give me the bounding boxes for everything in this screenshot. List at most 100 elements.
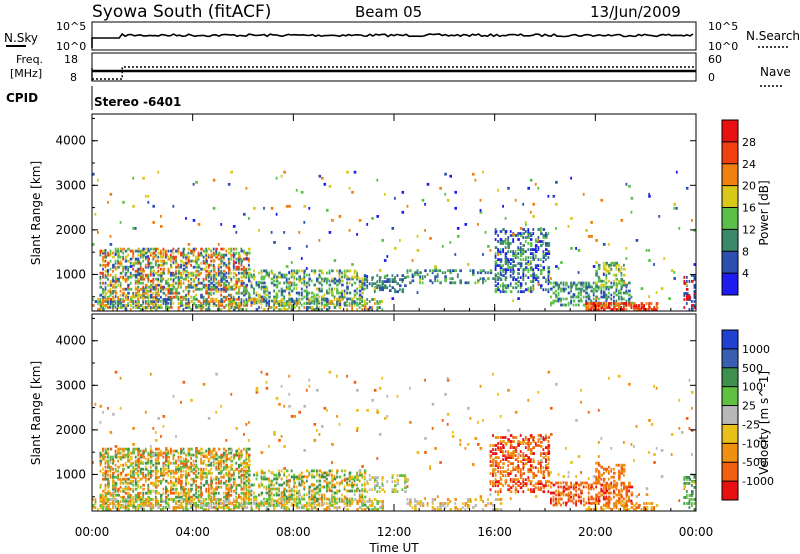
cell [288, 483, 291, 487]
cell [180, 279, 182, 283]
cell [109, 502, 112, 505]
cell [534, 274, 538, 277]
cell [170, 253, 172, 257]
cell [102, 489, 105, 493]
cell [509, 486, 513, 490]
cell [147, 302, 150, 305]
cell [502, 242, 504, 245]
cell [232, 498, 235, 501]
cell [328, 184, 332, 188]
cell [509, 284, 512, 288]
cell [295, 502, 299, 505]
cell [346, 297, 349, 301]
cell [373, 506, 376, 509]
cell [170, 255, 173, 259]
cell [502, 240, 505, 243]
cell [240, 257, 243, 261]
cell [232, 253, 236, 257]
cell [185, 506, 187, 509]
cell [117, 499, 119, 503]
cell [167, 285, 171, 289]
cell [351, 475, 353, 479]
cell [139, 253, 143, 257]
cell [454, 253, 457, 256]
cell [112, 289, 115, 293]
cell [623, 297, 625, 301]
cell [313, 269, 317, 273]
cell [268, 477, 270, 481]
cell [114, 463, 117, 467]
cell [225, 471, 228, 475]
cell [220, 259, 223, 263]
cell [655, 304, 658, 307]
cell [552, 291, 556, 295]
cell [338, 275, 341, 279]
cell [522, 278, 525, 281]
cell [205, 265, 208, 269]
cell [222, 506, 225, 509]
cell [592, 287, 596, 291]
cell [180, 251, 183, 255]
cell [263, 502, 266, 505]
cell [577, 299, 581, 303]
cell [454, 498, 457, 501]
cell [270, 481, 273, 485]
cell [165, 255, 167, 259]
cell [129, 271, 132, 275]
cell [137, 449, 140, 453]
cell [238, 289, 240, 293]
cell [240, 501, 243, 505]
cell [185, 261, 188, 265]
cell [210, 500, 213, 503]
cell [540, 227, 542, 230]
cell [341, 295, 344, 299]
cell [222, 300, 225, 303]
cell [507, 452, 510, 455]
cell [585, 302, 588, 305]
cell [99, 271, 103, 275]
cell [154, 481, 157, 485]
cell [580, 287, 583, 291]
cell [512, 480, 515, 483]
cell [117, 265, 120, 269]
cell [243, 287, 246, 291]
cell [210, 287, 213, 291]
cell [104, 475, 107, 479]
cell [401, 190, 405, 194]
cell [142, 291, 145, 295]
cell [625, 304, 628, 307]
y-tick-label: 2000 [55, 223, 86, 237]
cell [318, 483, 322, 487]
cell [122, 200, 125, 204]
cell [202, 255, 205, 259]
cell [283, 506, 286, 509]
cell [142, 493, 145, 497]
cell [512, 233, 515, 236]
cell [529, 290, 533, 294]
cell [273, 275, 275, 279]
cell [378, 302, 381, 305]
cell [625, 247, 628, 250]
cell [114, 277, 118, 281]
cell [545, 242, 548, 245]
cell [147, 491, 150, 495]
cell [300, 277, 304, 281]
cell [353, 295, 356, 299]
cell [499, 250, 502, 253]
cell [132, 487, 135, 491]
cell [537, 482, 541, 486]
cell [683, 298, 686, 301]
cell [210, 253, 213, 257]
cell [509, 282, 512, 286]
cell [167, 501, 170, 505]
cell [449, 281, 452, 285]
cell [537, 276, 540, 279]
cell [381, 476, 384, 479]
cell [238, 259, 240, 263]
cell [200, 504, 202, 507]
cell [129, 473, 132, 477]
cell [107, 300, 109, 303]
cell [293, 479, 296, 483]
cell [514, 458, 518, 461]
cell [467, 281, 470, 285]
